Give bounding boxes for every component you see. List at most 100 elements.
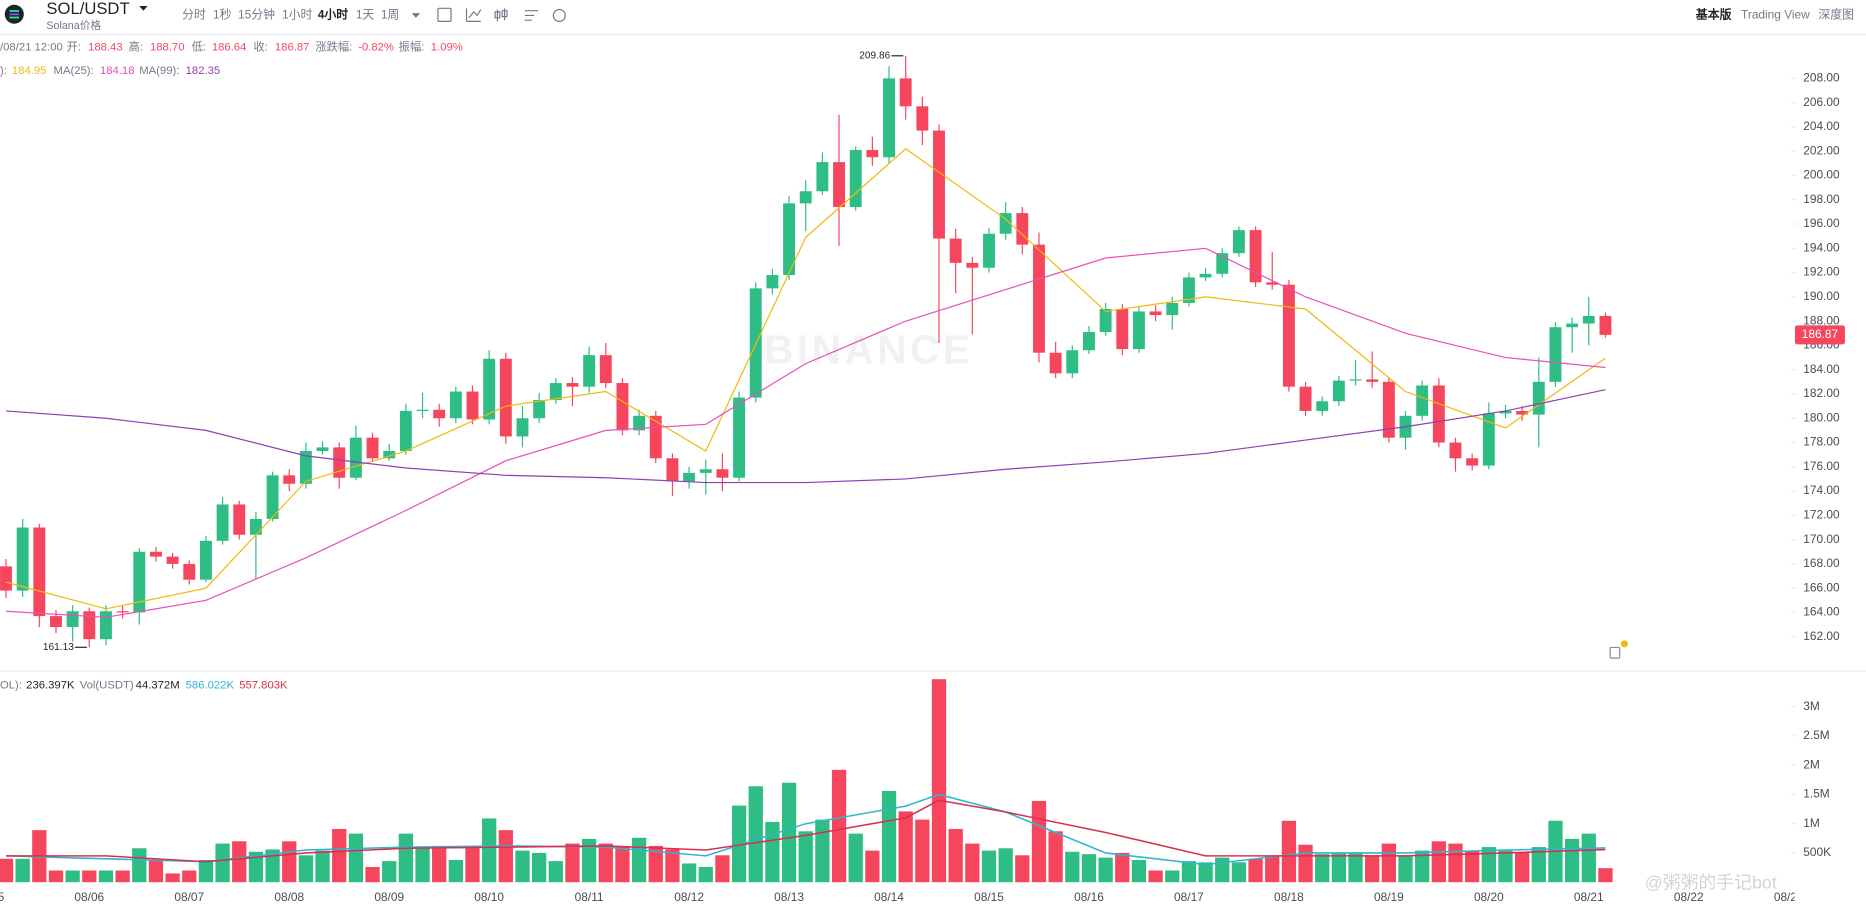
info-value: 186.87 bbox=[275, 42, 310, 54]
volume-bar bbox=[1031, 800, 1047, 883]
candle-body bbox=[1049, 352, 1062, 374]
candle-body bbox=[199, 540, 212, 580]
volume-bar bbox=[848, 833, 863, 883]
candle-body bbox=[1099, 308, 1112, 333]
interval-tab[interactable]: 1周 bbox=[381, 8, 400, 22]
volume-bar bbox=[282, 841, 297, 883]
candle-body bbox=[233, 504, 246, 535]
candle-body bbox=[1549, 327, 1562, 382]
volume-bar bbox=[182, 870, 197, 883]
volume-bar bbox=[1315, 854, 1330, 883]
candle-body bbox=[1083, 332, 1095, 351]
y-tick-label: 194.00 bbox=[1803, 240, 1840, 254]
candle-body bbox=[1316, 401, 1329, 411]
volume-bar bbox=[948, 828, 963, 883]
candle-body bbox=[66, 611, 79, 628]
icon-indicator[interactable] bbox=[465, 8, 482, 22]
volume-bar bbox=[1465, 850, 1480, 883]
volume-bar bbox=[82, 870, 97, 883]
ma-value: 182.35 bbox=[186, 65, 221, 77]
volume-bar bbox=[1065, 851, 1080, 883]
candle-body bbox=[216, 504, 229, 541]
candle-body bbox=[1149, 311, 1162, 316]
logo-stripe bbox=[9, 13, 20, 16]
icon-more[interactable] bbox=[552, 8, 566, 22]
ma-line bbox=[5, 793, 1606, 866]
view-tab[interactable]: 基本版 bbox=[1695, 8, 1732, 22]
candle-body bbox=[866, 149, 879, 158]
view-tab[interactable]: 深度图 bbox=[1818, 8, 1854, 22]
volume-bar bbox=[1365, 855, 1380, 883]
y-tick-label: 198.00 bbox=[1803, 192, 1840, 206]
candle-body bbox=[566, 383, 579, 387]
volume-bar bbox=[532, 852, 547, 883]
candle-body bbox=[1116, 308, 1129, 350]
icon-calendar[interactable] bbox=[437, 7, 452, 22]
interval-tab[interactable]: 1秒 bbox=[213, 8, 232, 22]
ma-line bbox=[5, 247, 1606, 618]
volume-bar bbox=[365, 866, 380, 883]
marks: 162.00 164.00 166.00 168.00 170.00 172.00 174.… bbox=[0, 50, 1845, 904]
y-tick-label: 170.00 bbox=[1803, 532, 1840, 546]
symbol[interactable]: SOL/USDT bbox=[46, 0, 129, 18]
annotation: 209.86 bbox=[859, 50, 890, 61]
candle-body bbox=[366, 437, 379, 459]
y-tick-label: 192.00 bbox=[1803, 265, 1840, 279]
volume-bar bbox=[781, 782, 797, 883]
volume-bar bbox=[798, 831, 813, 883]
candle-body bbox=[616, 383, 629, 431]
interval-tab[interactable]: 分时 bbox=[182, 8, 206, 22]
y-tick-label: 184.00 bbox=[1803, 362, 1840, 376]
interval-tab[interactable]: 15分钟 bbox=[238, 8, 275, 22]
vol-value: 236.397K bbox=[26, 679, 75, 691]
last-price-label: 186.87 bbox=[1802, 327, 1838, 341]
alert-icon[interactable] bbox=[1609, 646, 1621, 659]
y-tick-label: 164.00 bbox=[1803, 605, 1840, 619]
y-tick-label: 206.00 bbox=[1803, 95, 1840, 109]
ma-value: 184.95 bbox=[12, 65, 47, 77]
candle-body bbox=[416, 409, 429, 411]
interval-tab[interactable]: 1天 bbox=[356, 8, 375, 22]
interval-tab[interactable]: 4小时 bbox=[318, 8, 349, 22]
candle-body bbox=[1016, 213, 1029, 245]
info-label: 涨跌幅: bbox=[315, 40, 352, 54]
candle-body bbox=[766, 275, 779, 289]
volume-bar bbox=[1498, 850, 1513, 883]
volume-bar bbox=[1381, 843, 1396, 883]
volume-bar bbox=[1165, 870, 1180, 883]
icon-settings[interactable] bbox=[524, 10, 538, 21]
candle-body bbox=[1432, 385, 1445, 443]
icon-candle-type[interactable] bbox=[494, 8, 508, 22]
x-tick-label: 08/11 bbox=[575, 890, 604, 904]
x-tick-label: 08/12 bbox=[674, 890, 704, 904]
volume-bar bbox=[765, 821, 780, 883]
candle-body bbox=[1582, 315, 1595, 324]
volume-bar bbox=[881, 790, 897, 883]
volume-bar bbox=[432, 845, 447, 883]
info-label: 开: bbox=[67, 42, 81, 54]
volume-bar bbox=[1298, 844, 1313, 883]
volume-bar bbox=[248, 851, 264, 883]
volume-bar bbox=[1265, 856, 1280, 883]
candle-body bbox=[166, 556, 179, 564]
more-intervals[interactable] bbox=[411, 13, 421, 18]
volume-bar bbox=[598, 843, 613, 883]
interval-tab[interactable]: 1小时 bbox=[282, 8, 313, 22]
x-tick-label: 08/23 bbox=[1774, 890, 1804, 904]
x-axis: 08/05 08/06 08/07 08/08 08/09 08/10 08/11 08/12… bbox=[0, 885, 1804, 904]
watermark: BINANCE bbox=[764, 327, 973, 373]
volume-bar bbox=[731, 805, 747, 883]
symbol-dropdown[interactable] bbox=[139, 5, 148, 11]
volume-bar bbox=[1198, 862, 1213, 883]
candle-body bbox=[816, 162, 829, 192]
candle-body bbox=[50, 616, 62, 628]
info-label: 低: bbox=[192, 41, 206, 54]
volume-bar bbox=[965, 843, 980, 883]
view-tab[interactable]: Trading View bbox=[1741, 8, 1810, 22]
volume-bar bbox=[648, 845, 663, 883]
candle-body bbox=[266, 475, 279, 519]
volume-bar bbox=[498, 830, 513, 883]
volume-bar bbox=[998, 848, 1013, 883]
candle-body bbox=[633, 415, 646, 431]
